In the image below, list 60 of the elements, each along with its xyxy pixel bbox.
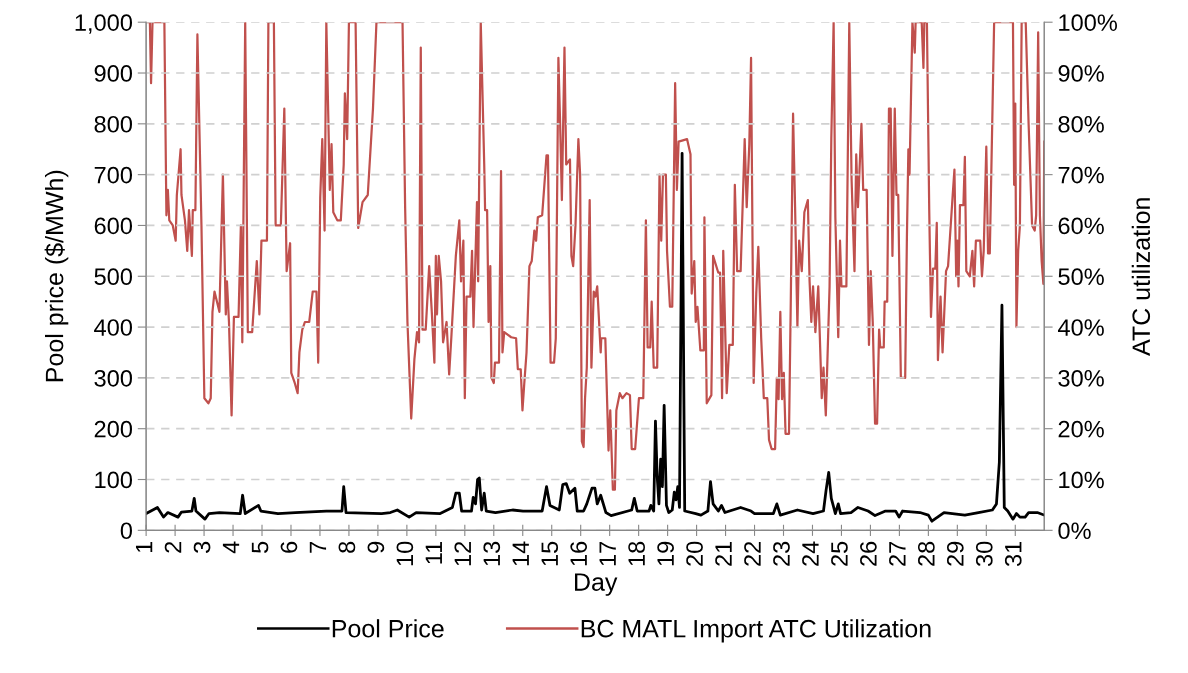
y2-tick-label: 100% bbox=[1059, 14, 1117, 31]
x-tick-label: 30 bbox=[975, 541, 993, 567]
y2-tick-label: 0% bbox=[1058, 522, 1091, 540]
x-tick-label: 18 bbox=[628, 541, 645, 566]
x-tick-label: 2 bbox=[164, 541, 182, 553]
y2-tick-label: 10% bbox=[1059, 471, 1104, 489]
y-tick-label: 400 bbox=[94, 319, 133, 336]
y-tick-label: 800 bbox=[94, 115, 133, 133]
y-tick-label: 200 bbox=[94, 420, 133, 438]
legend-label: BC MATL Import ATC Utilization bbox=[581, 619, 931, 643]
x-tick-label: 15 bbox=[541, 541, 559, 566]
x-tick-label: 20 bbox=[686, 541, 703, 566]
y-axis-title: Pool price ($/MWh) bbox=[44, 170, 69, 382]
x-tick-label: 25 bbox=[831, 541, 848, 566]
y2-tick-label: 80% bbox=[1058, 115, 1104, 133]
y2-tick-label: 70% bbox=[1058, 166, 1104, 184]
y2-tick-label: 90% bbox=[1058, 65, 1104, 82]
x-axis-title: Day bbox=[575, 573, 618, 596]
x-tick-label: 3 bbox=[193, 541, 211, 553]
y2-tick-label: 60% bbox=[1058, 217, 1104, 235]
x-tick-label: 11 bbox=[425, 541, 442, 564]
y2-tick-label: 50% bbox=[1058, 268, 1104, 286]
x-tick-label: 29 bbox=[946, 541, 964, 566]
x-tick-label: 17 bbox=[599, 541, 616, 566]
y-tick-label: 100 bbox=[95, 471, 133, 489]
x-tick-label: 5 bbox=[251, 541, 269, 553]
y2-tick-label: 20% bbox=[1058, 420, 1104, 438]
x-tick-label: 22 bbox=[744, 541, 761, 566]
x-tick-label: 28 bbox=[917, 541, 935, 566]
x-tick-label: 19 bbox=[657, 541, 674, 566]
x-tick-label: 10 bbox=[396, 541, 414, 566]
x-tick-label: 26 bbox=[860, 541, 877, 566]
y-tick-label: 1,000 bbox=[75, 14, 133, 34]
x-tick-label: 31 bbox=[1004, 541, 1022, 567]
y-tick-label: 0 bbox=[120, 522, 133, 540]
x-tick-label: 6 bbox=[280, 541, 298, 553]
x-tick-label: 27 bbox=[889, 541, 906, 566]
x-tick-label: 24 bbox=[802, 541, 819, 566]
y-tick-label: 700 bbox=[94, 166, 133, 184]
line-series bbox=[146, 151, 1045, 523]
y-tick-label: 300 bbox=[94, 369, 133, 387]
y2-axis-title: ATC utilization bbox=[1131, 198, 1151, 356]
y-tick-label: 600 bbox=[94, 217, 133, 235]
x-tick-label: 1 bbox=[135, 541, 153, 553]
x-tick-label: 14 bbox=[512, 541, 529, 566]
x-tick-label: 12 bbox=[454, 541, 471, 566]
x-tick-label: 21 bbox=[715, 541, 732, 566]
x-tick-label: 9 bbox=[367, 541, 385, 553]
y2-tick-label: 30% bbox=[1058, 369, 1104, 387]
legend-label: Pool Price bbox=[332, 619, 444, 638]
x-tick-label: 16 bbox=[570, 541, 588, 566]
x-tick-label: 4 bbox=[222, 541, 240, 554]
y-tick-label: 500 bbox=[94, 268, 133, 286]
x-tick-label: 8 bbox=[338, 541, 356, 553]
x-tick-label: 7 bbox=[309, 541, 327, 553]
x-tick-label: 13 bbox=[483, 541, 501, 566]
y-tick-label: 900 bbox=[94, 65, 133, 82]
line-series bbox=[146, 22, 1045, 491]
x-tick-label: 23 bbox=[773, 541, 790, 566]
y2-tick-label: 40% bbox=[1057, 319, 1104, 336]
